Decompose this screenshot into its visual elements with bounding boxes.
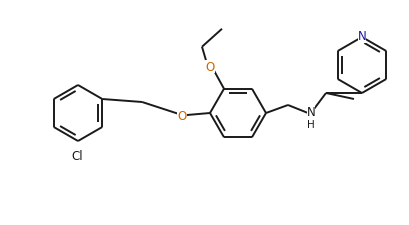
Text: H: H <box>307 119 315 129</box>
Text: Cl: Cl <box>71 149 83 162</box>
Text: N: N <box>307 106 315 119</box>
Text: O: O <box>178 110 187 123</box>
Text: O: O <box>205 61 215 74</box>
Text: N: N <box>357 30 366 43</box>
